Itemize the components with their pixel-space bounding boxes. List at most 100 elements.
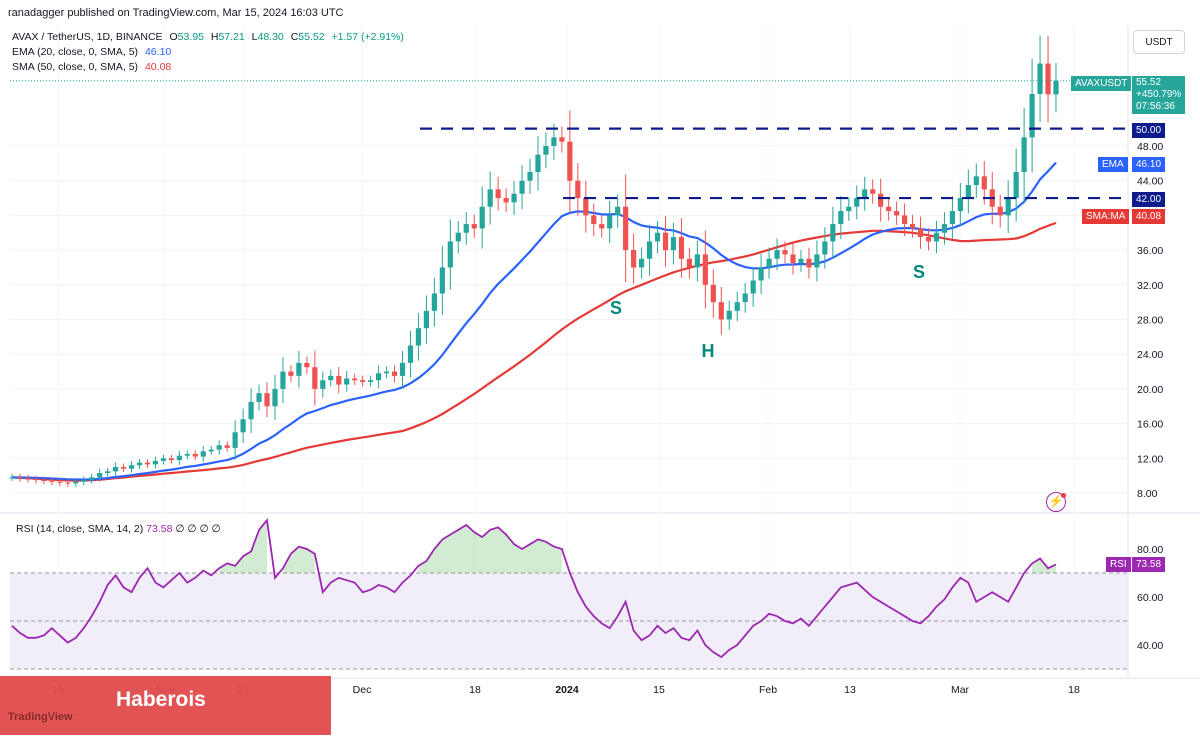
candle-body [304, 362, 310, 368]
symbol-tag: AVAXUSDT [1071, 76, 1132, 91]
candle-body [997, 206, 1003, 216]
candle-body [192, 453, 198, 457]
head-label: H [702, 341, 715, 361]
candle-body [487, 189, 493, 207]
rsi-band [10, 573, 1128, 669]
rsi-line [11, 518, 1057, 659]
candle-body [49, 480, 55, 482]
candle-body [336, 375, 342, 385]
candle-body [886, 206, 892, 212]
open-value: 53.95 [177, 31, 204, 43]
rsi-tick-label: 40.00 [1137, 640, 1163, 652]
candle-body [527, 172, 533, 181]
candle-body [846, 206, 852, 212]
candle-body [862, 189, 868, 199]
candle-body [120, 466, 127, 469]
ema-tag-label: EMA [1098, 157, 1128, 172]
candle-body [941, 224, 948, 233]
right-shoulder-label: S [913, 262, 925, 282]
candle-body [806, 258, 812, 268]
candle-body [670, 237, 677, 251]
level-42-tag: 42.00 [1132, 192, 1166, 207]
candle-body [543, 146, 549, 155]
bar-countdown: 07:56:36 [1136, 101, 1175, 112]
candle-body [144, 462, 151, 465]
candle-body [168, 458, 174, 461]
candle-body [439, 267, 445, 294]
candle-body [758, 267, 764, 281]
candle-body [646, 241, 653, 259]
candle-body [575, 180, 581, 199]
candle-body [328, 375, 334, 381]
tradingview-logo: TradingView [8, 711, 73, 723]
alert-bolt-icon[interactable]: ⚡ [1046, 492, 1066, 512]
candle-body [909, 224, 916, 229]
alert-dot-icon [1061, 493, 1066, 498]
price-tick-label: 20.00 [1137, 384, 1163, 396]
price-tick-label: 36.00 [1137, 245, 1163, 257]
time-tick-label: Feb [759, 684, 777, 696]
candle-body [176, 455, 182, 461]
ema-legend-value: 46.10 [144, 46, 172, 58]
candle-body [399, 362, 406, 376]
candle-body [1013, 172, 1019, 199]
candle-body [678, 237, 685, 259]
candle-body [495, 189, 501, 199]
candle-body [519, 180, 525, 194]
candle-body [1045, 63, 1051, 95]
candle-body [535, 154, 541, 173]
candle-body [81, 479, 87, 482]
sma-legend[interactable]: SMA (50, close, 0, SMA, 5) 40.08 [12, 61, 175, 73]
symbol-info: AVAX / TetherUS, 1D, BINANCE O53.95 H57.… [12, 31, 408, 43]
rsi-overbought-fill [147, 520, 1056, 573]
rsi-legend[interactable]: RSI (14, close, SMA, 14, 2) 73.58 ∅ ∅ ∅ … [16, 523, 221, 535]
candle-body [25, 478, 31, 480]
candle-body [272, 388, 278, 407]
candle-body [160, 458, 167, 461]
candle-body [423, 310, 430, 329]
candle-body [105, 471, 111, 474]
candle-body [686, 258, 693, 268]
candle-body [479, 206, 485, 229]
time-tick-label: 18 [469, 684, 481, 696]
price-tick-label: 28.00 [1137, 315, 1163, 327]
candle-body [798, 258, 804, 264]
candle-body [1021, 137, 1027, 173]
candle-body [17, 477, 23, 479]
candle-body [925, 237, 932, 242]
sma-50-line [11, 221, 1057, 482]
candle-body [97, 473, 103, 478]
candle-body [216, 445, 222, 450]
price-tick-label: 12.00 [1137, 453, 1163, 465]
currency-selector[interactable]: USDT [1133, 30, 1185, 54]
price-tick-label: 48.00 [1137, 141, 1163, 153]
candle-body [256, 393, 262, 402]
candle-body [766, 258, 772, 268]
candle-body [431, 293, 437, 311]
candle-body [662, 232, 669, 251]
candle-body [710, 284, 716, 303]
candle-body [73, 481, 79, 484]
ema-tag-value: 46.10 [1132, 157, 1166, 172]
candle-body [89, 477, 95, 480]
candle-body [264, 393, 270, 407]
candle-body [375, 373, 382, 381]
candle-body [240, 419, 246, 433]
candle-body [981, 176, 987, 190]
candle-body [407, 345, 414, 363]
close-value: 55.52 [298, 31, 325, 43]
symbol-title: AVAX / TetherUS, 1D, BINANCE [12, 31, 163, 43]
candle-body [360, 380, 366, 382]
candle-body [583, 198, 589, 216]
candle-body [694, 254, 700, 268]
price-tick-label: 24.00 [1137, 349, 1163, 361]
price-tick-label: 32.00 [1137, 280, 1163, 292]
rsi-tag-value: 73.58 [1132, 557, 1166, 572]
candle-body [136, 462, 143, 466]
candle-body [870, 189, 876, 194]
candle-body [288, 371, 294, 376]
ema-legend[interactable]: EMA (20, close, 0, SMA, 5) 46.10 [12, 46, 175, 58]
candle-body [224, 445, 230, 448]
candle-body [320, 380, 326, 389]
